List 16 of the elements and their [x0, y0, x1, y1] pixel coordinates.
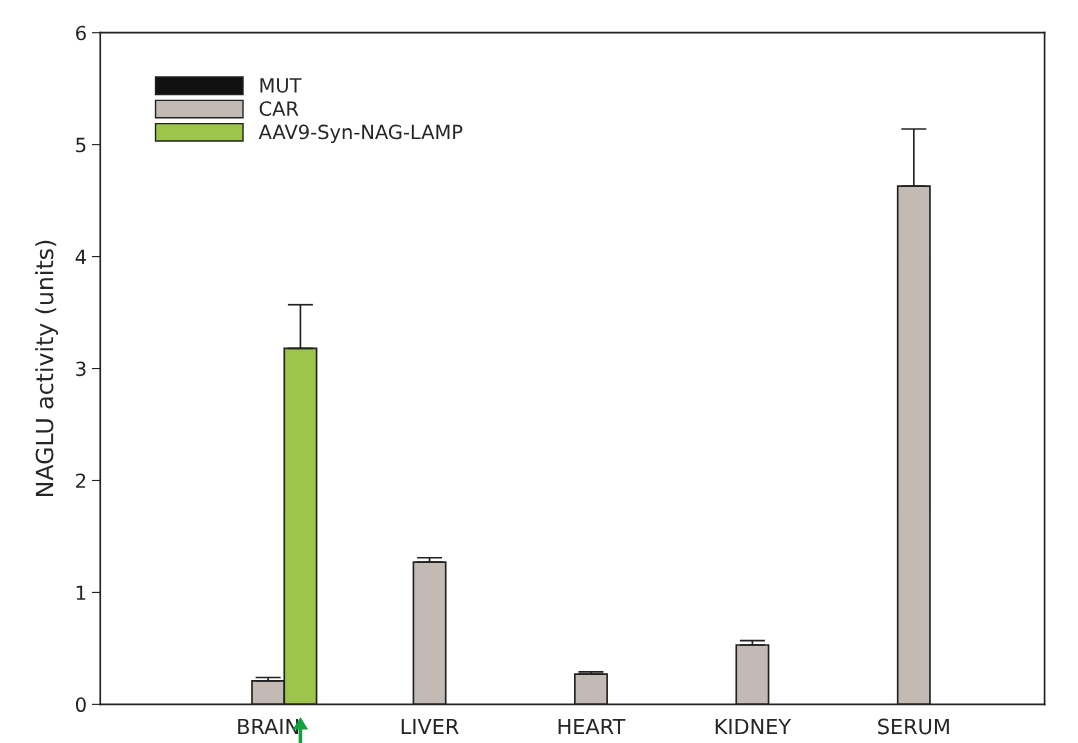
legend-label: MUT [260, 78, 302, 93]
y-tick-label: 3 [76, 361, 86, 377]
x-tick-label: LIVER [401, 718, 459, 735]
y-tick-label: 2 [76, 473, 86, 488]
legend-label: AAV9-Syn-NAG-LAMP [258, 124, 463, 144]
x-tick-label: SERUM [878, 718, 949, 735]
x-tick-label: KIDNEY [715, 718, 792, 735]
x-tick-label: HEART [558, 718, 626, 735]
y-tick-label: 0 [75, 697, 86, 713]
y-tick-label: 4 [75, 249, 86, 264]
y-tick-label: 6 [76, 25, 86, 41]
y-tick-label: 1 [76, 585, 86, 600]
x-tick-label: BRAIN [238, 718, 299, 735]
y-axis-title: NAGLU activity (units) [35, 240, 59, 496]
legend-label: CAR [259, 101, 299, 116]
y-tick-label: 5 [76, 137, 86, 153]
